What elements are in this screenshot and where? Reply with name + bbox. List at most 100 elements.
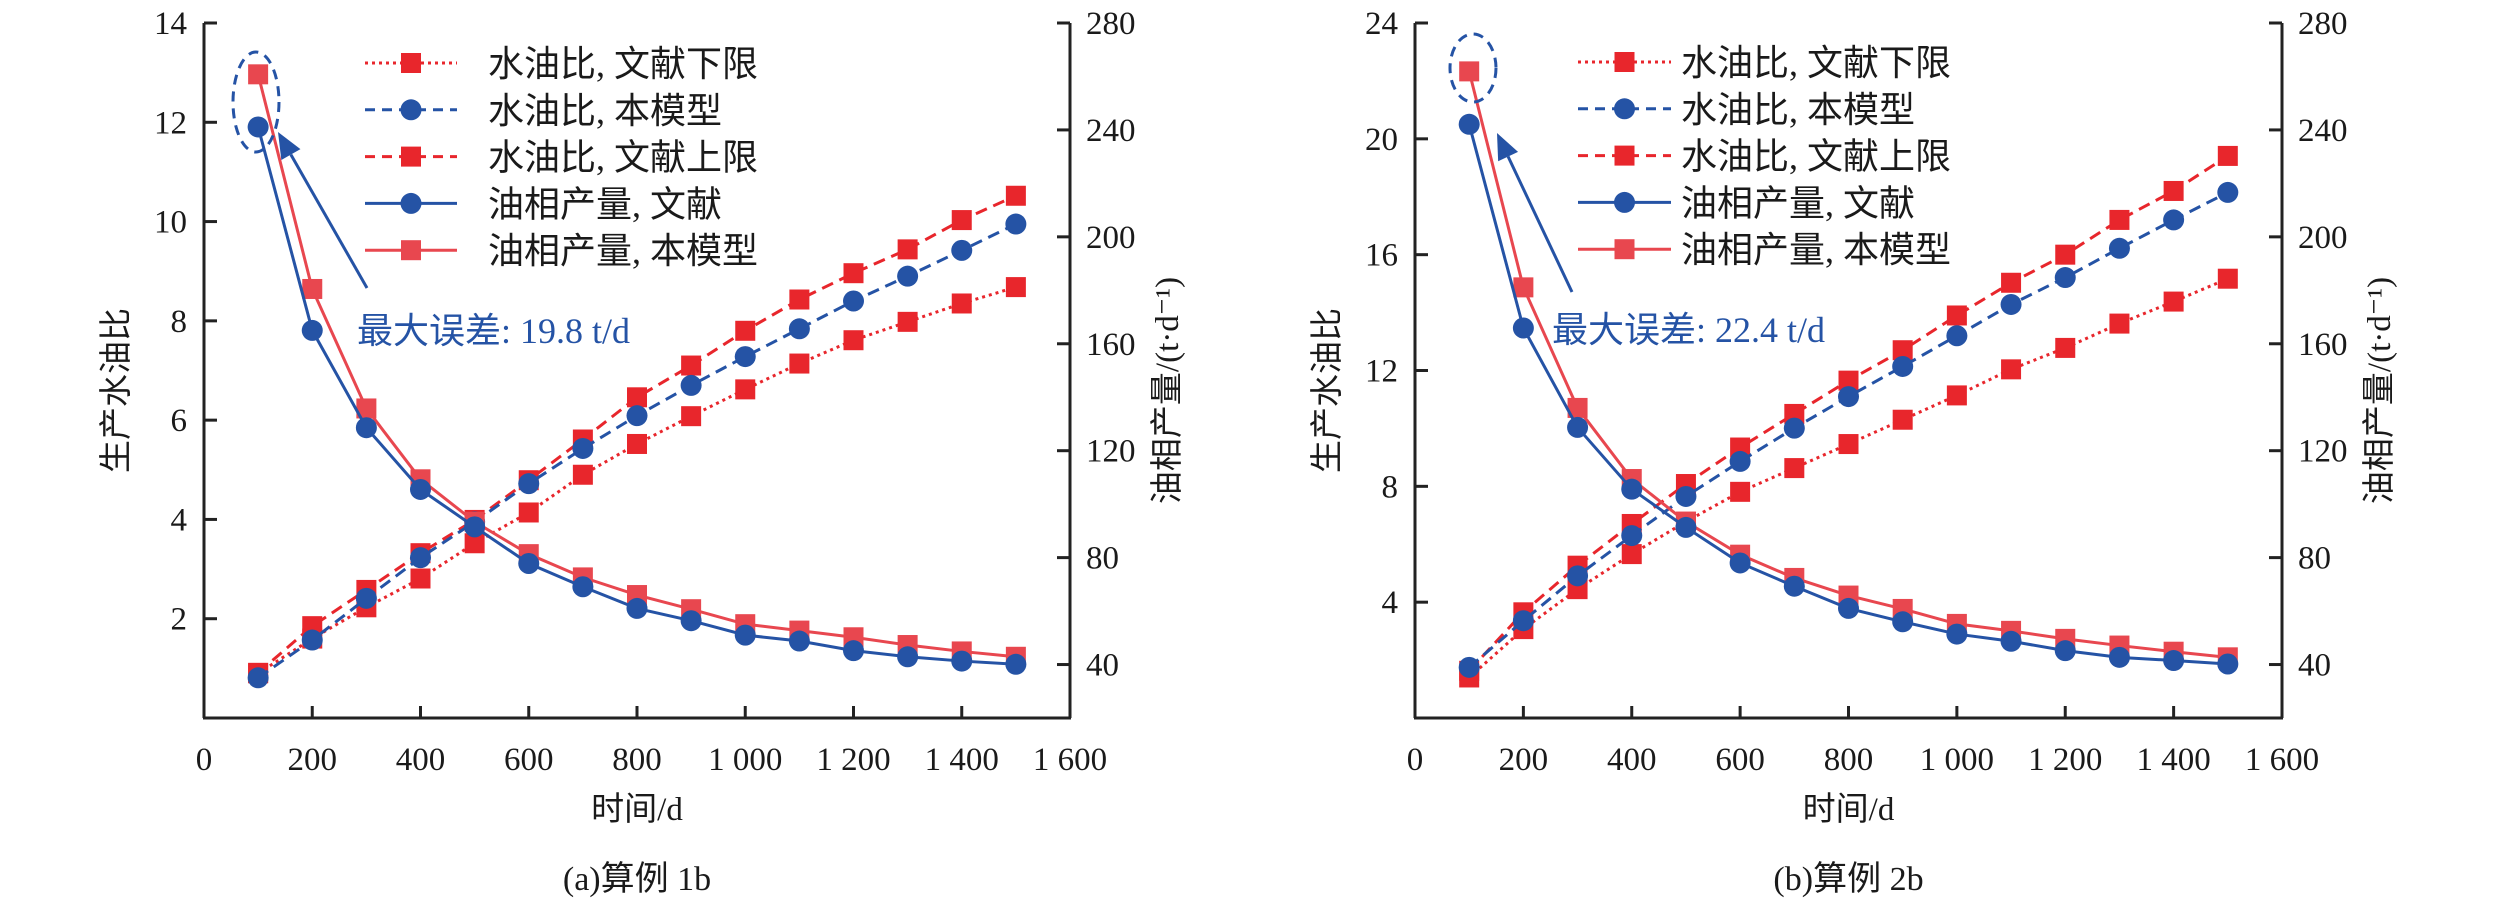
legend-label: 油相产量, 本模型 [488, 231, 758, 271]
data-point-circle [2000, 630, 2022, 652]
y-tick-label-right: 80 [2298, 541, 2331, 577]
data-point-circle [626, 405, 648, 427]
data-point-square [627, 433, 647, 454]
data-point-circle [301, 629, 323, 651]
legend-marker-square [401, 53, 421, 73]
data-point-square [897, 239, 918, 260]
legend-label: 油相产量, 本模型 [1681, 230, 1951, 270]
x-tick-label: 400 [396, 742, 446, 778]
y-axis-title-left: 生产水油比 [1309, 308, 1346, 473]
y-tick-label-left: 24 [1365, 6, 1398, 42]
data-point-circle [1512, 610, 1534, 632]
legend-label: 水油比, 本模型 [488, 91, 722, 131]
data-point-circle [951, 650, 973, 672]
data-point-square [2163, 180, 2184, 201]
data-point-circle [1729, 450, 1751, 472]
data-point-square [1005, 185, 1026, 206]
data-point-square [1730, 481, 1751, 502]
data-point-square [1459, 61, 1480, 82]
data-point-circle [2217, 181, 2239, 203]
highlight-ellipse [1448, 32, 1498, 104]
y-tick-label-right: 160 [2298, 327, 2348, 363]
legend-item: 水油比, 文献上限 [365, 138, 758, 178]
legend-marker-circle [400, 99, 422, 121]
data-point-circle [1621, 525, 1643, 547]
x-tick-label: 600 [504, 742, 554, 778]
data-point-circle [355, 417, 377, 439]
y-tick-label-left: 6 [171, 403, 188, 439]
legend-marker-square [1614, 145, 1635, 166]
data-point-square [789, 353, 810, 374]
legend-marker-circle [1614, 191, 1635, 213]
legend-label: 水油比, 文献上限 [1681, 137, 1951, 177]
data-point-square [627, 387, 647, 408]
x-tick-label: 800 [1824, 742, 1874, 778]
data-point-square [1513, 277, 1534, 298]
x-tick-label: 200 [1499, 742, 1549, 778]
data-point-square [951, 293, 972, 314]
data-point-circle [788, 630, 810, 652]
x-tick-label: 200 [288, 742, 338, 778]
arrow-head-icon [278, 132, 301, 161]
arrow-head-icon [1497, 133, 1519, 162]
data-point-circle [1567, 416, 1589, 438]
x-tick-label: 1 000 [1920, 742, 1994, 778]
y-tick-label-right: 240 [2298, 113, 2348, 149]
data-point-circle [680, 374, 702, 396]
data-point-circle [897, 646, 919, 668]
y-tick-label-right: 240 [1086, 113, 1136, 149]
y-tick-label-right: 280 [2298, 6, 2348, 42]
data-point-circle [355, 587, 377, 609]
legend-item: 水油比, 文献下限 [1578, 43, 1951, 83]
arrow-shaft [289, 153, 369, 289]
data-point-square [2001, 359, 2022, 380]
data-point-square [1946, 385, 1967, 406]
data-point-circle [2000, 293, 2022, 315]
data-point-square [2217, 145, 2238, 166]
data-point-circle [1946, 325, 1968, 347]
data-point-circle [1567, 565, 1589, 587]
highlight-ellipse [231, 50, 281, 154]
data-point-circle [843, 640, 864, 662]
series-4 [247, 116, 1027, 675]
data-point-square [1946, 305, 1967, 326]
y-tick-label-right: 200 [2298, 220, 2348, 256]
x-tick-label: 400 [1607, 742, 1657, 778]
panel-caption: (b)算例 2b [1773, 860, 1923, 898]
data-point-circle [2054, 267, 2076, 289]
data-point-square [2109, 209, 2130, 230]
data-point-square [356, 398, 377, 419]
data-point-square [843, 263, 864, 284]
y-tick-label-right: 280 [1086, 6, 1136, 42]
data-point-square [1621, 544, 1642, 565]
y-tick-label-right: 160 [1086, 327, 1136, 363]
legend-label: 油相产量, 文献 [488, 184, 722, 224]
data-point-circle [680, 610, 702, 632]
data-point-circle [1783, 575, 1805, 597]
data-point-circle [1458, 656, 1480, 678]
legend-label: 水油比, 本模型 [1681, 90, 1915, 130]
data-point-circle [572, 576, 594, 598]
x-tick-label: 1 200 [816, 742, 890, 778]
x-tick-label: 1 000 [708, 742, 782, 778]
legend-item: 水油比, 文献上限 [1578, 137, 1951, 177]
y-tick-label-left: 12 [154, 105, 187, 141]
legend-label: 水油比, 文献上限 [488, 138, 758, 178]
data-point-circle [951, 239, 973, 261]
data-point-circle [897, 265, 919, 287]
data-point-square [2217, 268, 2238, 289]
chart-panel-b: 0 200 400 600 800 1 000 1 200 1 400 1 600 4 8 12 16 2… [1309, 6, 2398, 898]
data-point-circle [410, 547, 431, 569]
data-point-circle [518, 473, 540, 495]
series-2 [1458, 181, 2239, 678]
y-tick-label-right: 40 [2298, 648, 2331, 684]
data-point-circle [572, 437, 594, 459]
legend-marker-square [401, 240, 421, 261]
y-tick-label-left: 8 [1382, 469, 1399, 505]
x-tick-label: 0 [196, 742, 213, 778]
data-point-square [1784, 458, 1805, 479]
data-point-circle [1458, 113, 1480, 135]
y-axis-title-left: 生产水油比 [98, 308, 135, 473]
series-line [1468, 277, 2229, 679]
